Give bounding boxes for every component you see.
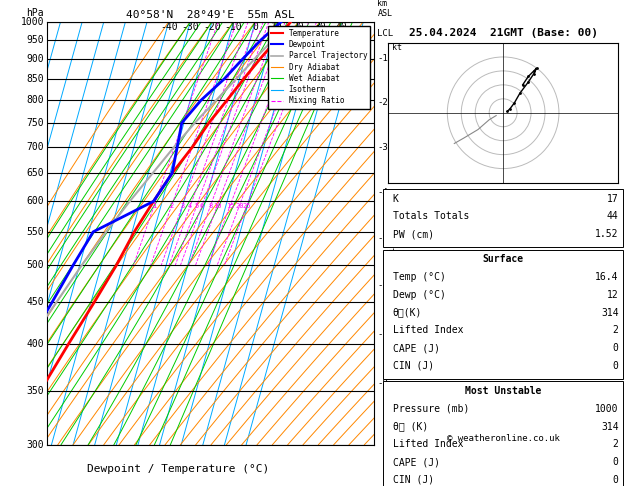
Text: 2: 2 [613, 326, 618, 335]
Text: θᴜ (K): θᴜ (K) [392, 422, 428, 432]
Text: -30: -30 [182, 22, 199, 32]
Text: 1.52: 1.52 [595, 229, 618, 239]
Text: 10: 10 [271, 22, 282, 32]
Text: 850: 850 [26, 74, 44, 84]
Text: 900: 900 [26, 54, 44, 64]
Text: 1000: 1000 [20, 17, 44, 27]
Text: 450: 450 [26, 297, 44, 307]
Text: -4: -4 [377, 188, 388, 196]
Text: Totals Totals: Totals Totals [392, 211, 469, 222]
Text: Lifted Index: Lifted Index [392, 439, 463, 450]
Text: -40: -40 [160, 22, 177, 32]
Text: 20: 20 [235, 203, 243, 209]
Text: 15: 15 [226, 203, 234, 209]
Text: 550: 550 [26, 227, 44, 237]
Text: 650: 650 [26, 168, 44, 178]
Text: θᴜ(K): θᴜ(K) [392, 308, 422, 318]
Text: -10: -10 [225, 22, 242, 32]
Text: 400: 400 [26, 339, 44, 348]
Text: 0: 0 [613, 457, 618, 467]
Text: km
ASL: km ASL [377, 0, 392, 17]
Text: 600: 600 [26, 196, 44, 206]
Text: 3: 3 [180, 203, 184, 209]
Text: 5: 5 [194, 203, 199, 209]
Text: 314: 314 [601, 308, 618, 318]
Text: 1: 1 [152, 203, 156, 209]
Text: -7: -7 [377, 330, 388, 340]
Bar [383, 189, 623, 247]
Text: hPa: hPa [26, 8, 44, 17]
Text: -1: -1 [377, 54, 388, 63]
Text: Dewp (°C): Dewp (°C) [392, 290, 445, 300]
Text: Surface: Surface [482, 254, 524, 264]
Text: -20: -20 [203, 22, 221, 32]
Text: 4: 4 [188, 203, 192, 209]
Text: LCL: LCL [377, 29, 394, 38]
Text: -5: -5 [377, 234, 388, 243]
Text: 25: 25 [242, 203, 251, 209]
Text: Dewpoint / Temperature (°C): Dewpoint / Temperature (°C) [87, 464, 269, 474]
Text: 44: 44 [607, 211, 618, 222]
Text: 0: 0 [613, 475, 618, 485]
Text: CIN (J): CIN (J) [392, 475, 434, 485]
Text: 17: 17 [607, 193, 618, 204]
Text: 25.04.2024  21GMT (Base: 00): 25.04.2024 21GMT (Base: 00) [409, 28, 598, 38]
Text: 1000: 1000 [595, 404, 618, 414]
Text: -3: -3 [377, 142, 388, 152]
Text: CAPE (J): CAPE (J) [392, 343, 440, 353]
Text: 40: 40 [336, 22, 348, 32]
Text: 8: 8 [208, 203, 213, 209]
Text: -6: -6 [377, 281, 388, 290]
Text: 12: 12 [607, 290, 618, 300]
Text: Most Unstable: Most Unstable [465, 386, 542, 396]
Text: Lifted Index: Lifted Index [392, 326, 463, 335]
Text: 2: 2 [613, 439, 618, 450]
Text: © weatheronline.co.uk: © weatheronline.co.uk [447, 434, 560, 443]
Text: -8: -8 [377, 379, 388, 388]
Text: 0: 0 [252, 22, 258, 32]
Text: 10: 10 [213, 203, 221, 209]
Text: CAPE (J): CAPE (J) [392, 457, 440, 467]
Legend: Temperature, Dewpoint, Parcel Trajectory, Dry Adiabat, Wet Adiabat, Isotherm, Mi: Temperature, Dewpoint, Parcel Trajectory… [268, 26, 370, 108]
Text: 950: 950 [26, 35, 44, 45]
Text: Pressure (mb): Pressure (mb) [392, 404, 469, 414]
Text: 30: 30 [314, 22, 326, 32]
Text: kt: kt [392, 43, 403, 52]
Text: 350: 350 [26, 385, 44, 396]
Text: 500: 500 [26, 260, 44, 270]
Text: 0: 0 [613, 343, 618, 353]
Text: 750: 750 [26, 118, 44, 128]
Text: 800: 800 [26, 95, 44, 105]
Text: 300: 300 [26, 440, 44, 450]
Text: 700: 700 [26, 142, 44, 152]
Text: Mixing Ratio (g/kg): Mixing Ratio (g/kg) [387, 207, 397, 302]
Text: -2: -2 [377, 98, 388, 107]
Title: 40°58'N  28°49'E  55m ASL: 40°58'N 28°49'E 55m ASL [126, 10, 295, 20]
Text: Temp (°C): Temp (°C) [392, 272, 445, 282]
Text: PW (cm): PW (cm) [392, 229, 434, 239]
Bar [383, 382, 623, 486]
Text: CIN (J): CIN (J) [392, 361, 434, 371]
Text: 6: 6 [200, 203, 204, 209]
Bar [383, 250, 623, 379]
Text: 0: 0 [613, 361, 618, 371]
Text: 16.4: 16.4 [595, 272, 618, 282]
Text: 314: 314 [601, 422, 618, 432]
Text: K: K [392, 193, 399, 204]
Text: 2: 2 [169, 203, 174, 209]
Text: 20: 20 [292, 22, 304, 32]
